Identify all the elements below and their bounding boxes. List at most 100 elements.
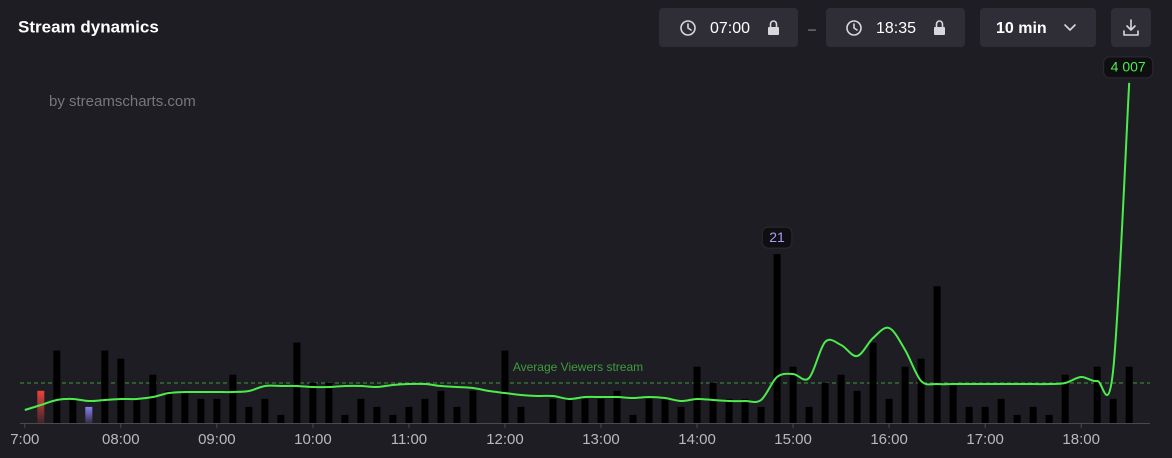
- bar: [837, 374, 845, 423]
- bar: [85, 406, 93, 423]
- lock-icon: [768, 27, 779, 35]
- lock-icon: [934, 27, 945, 35]
- bar: [1109, 398, 1117, 423]
- chevron-icon: [1064, 24, 1076, 31]
- bar: [325, 382, 333, 423]
- bar: [37, 390, 45, 423]
- clock-hand: [687, 23, 692, 31]
- bar: [277, 414, 285, 423]
- x-tick-label: 15:00: [774, 431, 812, 448]
- bar: [629, 414, 637, 423]
- bar: [309, 382, 317, 423]
- interval-dropdown[interactable]: 10 min: [980, 8, 1096, 47]
- bar: [69, 398, 77, 423]
- bar: [437, 390, 445, 423]
- plot: 7:00 08:00 09:00 10:00 11:00 12:00 13:00 14:00 1…: [10, 56, 1154, 448]
- bar: [773, 254, 781, 423]
- bar: [229, 374, 237, 423]
- lock-shackle: [769, 20, 778, 28]
- bar: [757, 406, 765, 423]
- bar: [117, 358, 125, 423]
- download-button[interactable]: [1111, 8, 1151, 47]
- bar: [933, 286, 941, 423]
- clock-icon: [846, 20, 862, 36]
- bar: [725, 398, 733, 423]
- start-time: 07:00: [710, 20, 750, 37]
- bar: [213, 398, 221, 423]
- bar: [405, 406, 413, 423]
- bar: [469, 390, 477, 423]
- bar: [885, 398, 893, 423]
- bar: [1013, 414, 1021, 423]
- bar: [1045, 414, 1053, 423]
- x-tick-label: 09:00: [198, 431, 236, 448]
- bar: [869, 342, 877, 423]
- lock-shackle: [935, 20, 944, 28]
- bar: [1029, 406, 1037, 423]
- bar: [917, 358, 925, 423]
- bar: [1093, 366, 1101, 423]
- bar: [1125, 366, 1133, 423]
- clock-icon: [680, 20, 696, 36]
- value-label: 21: [769, 229, 785, 245]
- x-tick-label: 10:00: [294, 431, 332, 448]
- bar: [165, 390, 173, 423]
- bar: [101, 350, 109, 423]
- bar: [613, 390, 621, 423]
- bar: [373, 406, 381, 423]
- bar: [133, 398, 141, 423]
- viewers-line: [24, 82, 1131, 411]
- bar: [581, 398, 589, 423]
- value-label-bg: [761, 226, 793, 249]
- end-time-button[interactable]: 18:35: [826, 8, 965, 47]
- bar: [821, 382, 829, 423]
- bar: [549, 398, 557, 423]
- widget-title: Stream dynamics: [18, 17, 159, 36]
- value-label-bg: [1103, 56, 1154, 79]
- bar: [677, 406, 685, 423]
- bar: [981, 406, 989, 423]
- bar: [949, 382, 957, 423]
- x-tick-label: 18:00: [1062, 431, 1100, 448]
- x-tick-label: 17:00: [966, 431, 1004, 448]
- bar: [805, 406, 813, 423]
- bar: [293, 342, 301, 423]
- bar: [261, 398, 269, 423]
- average-label: Average Viewers stream: [513, 360, 643, 374]
- bar: [853, 390, 861, 423]
- bar: [421, 398, 429, 423]
- interval: 10 min: [996, 20, 1047, 37]
- bar: [741, 398, 749, 423]
- bar: [357, 398, 365, 423]
- x-tick-label: 11:00: [391, 431, 427, 448]
- download-icon: [1123, 19, 1139, 36]
- bar: [181, 390, 189, 423]
- watermark: by streamscharts.com: [49, 93, 196, 110]
- bar: [597, 398, 605, 423]
- clock-hand: [853, 23, 858, 31]
- bar: [517, 406, 525, 423]
- bar: [453, 406, 461, 423]
- bar: [997, 398, 1005, 423]
- value-label: 4 007: [1111, 59, 1146, 75]
- time-separator: –: [808, 21, 816, 37]
- x-tick-label: 12:00: [486, 431, 524, 448]
- bar: [53, 350, 61, 423]
- bar: [709, 382, 717, 423]
- end-time: 18:35: [876, 20, 916, 37]
- bar: [661, 398, 669, 423]
- bar: [149, 374, 157, 423]
- button-bg: [826, 8, 965, 47]
- bar: [645, 398, 653, 423]
- x-tick-label: 16:00: [870, 431, 908, 448]
- button-bg: [980, 8, 1096, 47]
- bar: [245, 406, 253, 423]
- start-time-button[interactable]: 07:00: [659, 8, 798, 47]
- bar: [501, 350, 509, 423]
- button-bg: [659, 8, 798, 47]
- bar: [389, 414, 397, 423]
- bar: [789, 366, 797, 423]
- bar: [341, 414, 349, 423]
- bar: [965, 406, 973, 423]
